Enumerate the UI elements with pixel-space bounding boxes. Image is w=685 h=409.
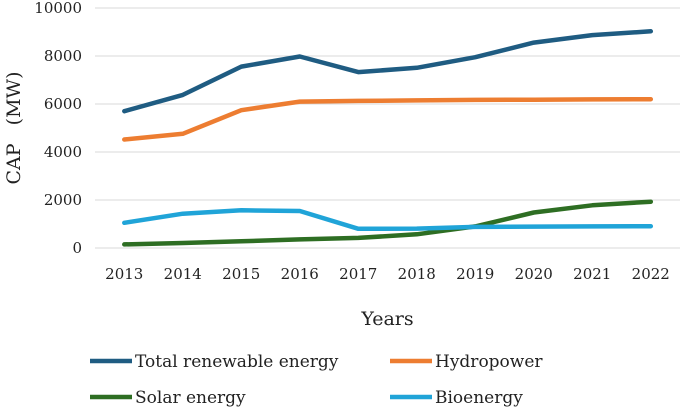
y-axis-ticks: 0 2000 4000 6000 8000 10000: [34, 0, 82, 257]
x-tick-label: 2022: [632, 265, 670, 283]
x-axis-ticks: 2013 2014 2015 2016 2017 2018 2019 2020 2021 2022: [105, 265, 670, 283]
legend-label-solar-energy: Solar energy: [135, 388, 246, 408]
y-tick-label: 4000: [44, 143, 82, 161]
series-line-solar-energy: [122, 199, 654, 247]
series-line-total-renewable-energy: [122, 29, 654, 114]
x-tick-label: 2020: [515, 265, 553, 283]
y-tick-label: 0: [72, 239, 82, 257]
x-tick-label: 2017: [339, 265, 377, 283]
x-tick-label: 2016: [281, 265, 319, 283]
x-tick-label: 2013: [105, 265, 143, 283]
y-tick-label: 8000: [44, 47, 82, 65]
x-tick-label: 2019: [456, 265, 494, 283]
y-tick-label: 6000: [44, 95, 82, 113]
legend-label-hydropower: Hydropower: [435, 352, 543, 372]
x-tick-label: 2018: [398, 265, 436, 283]
x-tick-label: 2021: [573, 265, 611, 283]
x-tick-label: 2015: [222, 265, 260, 283]
legend-label-bioenergy: Bioenergy: [435, 388, 523, 408]
x-axis-title: Years: [360, 308, 413, 330]
y-tick-label: 2000: [44, 191, 82, 209]
x-tick-label: 2014: [164, 265, 202, 283]
legend: Total renewable energy Hydropower Solar en…: [90, 352, 543, 408]
y-tick-label: 10000: [34, 0, 82, 17]
gridlines: [95, 7, 680, 249]
series-line-bioenergy: [122, 208, 654, 232]
series-line-hydropower: [122, 96, 654, 142]
y-axis-title: CAP (MW): [3, 72, 25, 185]
series-lines: [122, 29, 654, 247]
legend-label-total-renewable-energy: Total renewable energy: [135, 352, 339, 372]
